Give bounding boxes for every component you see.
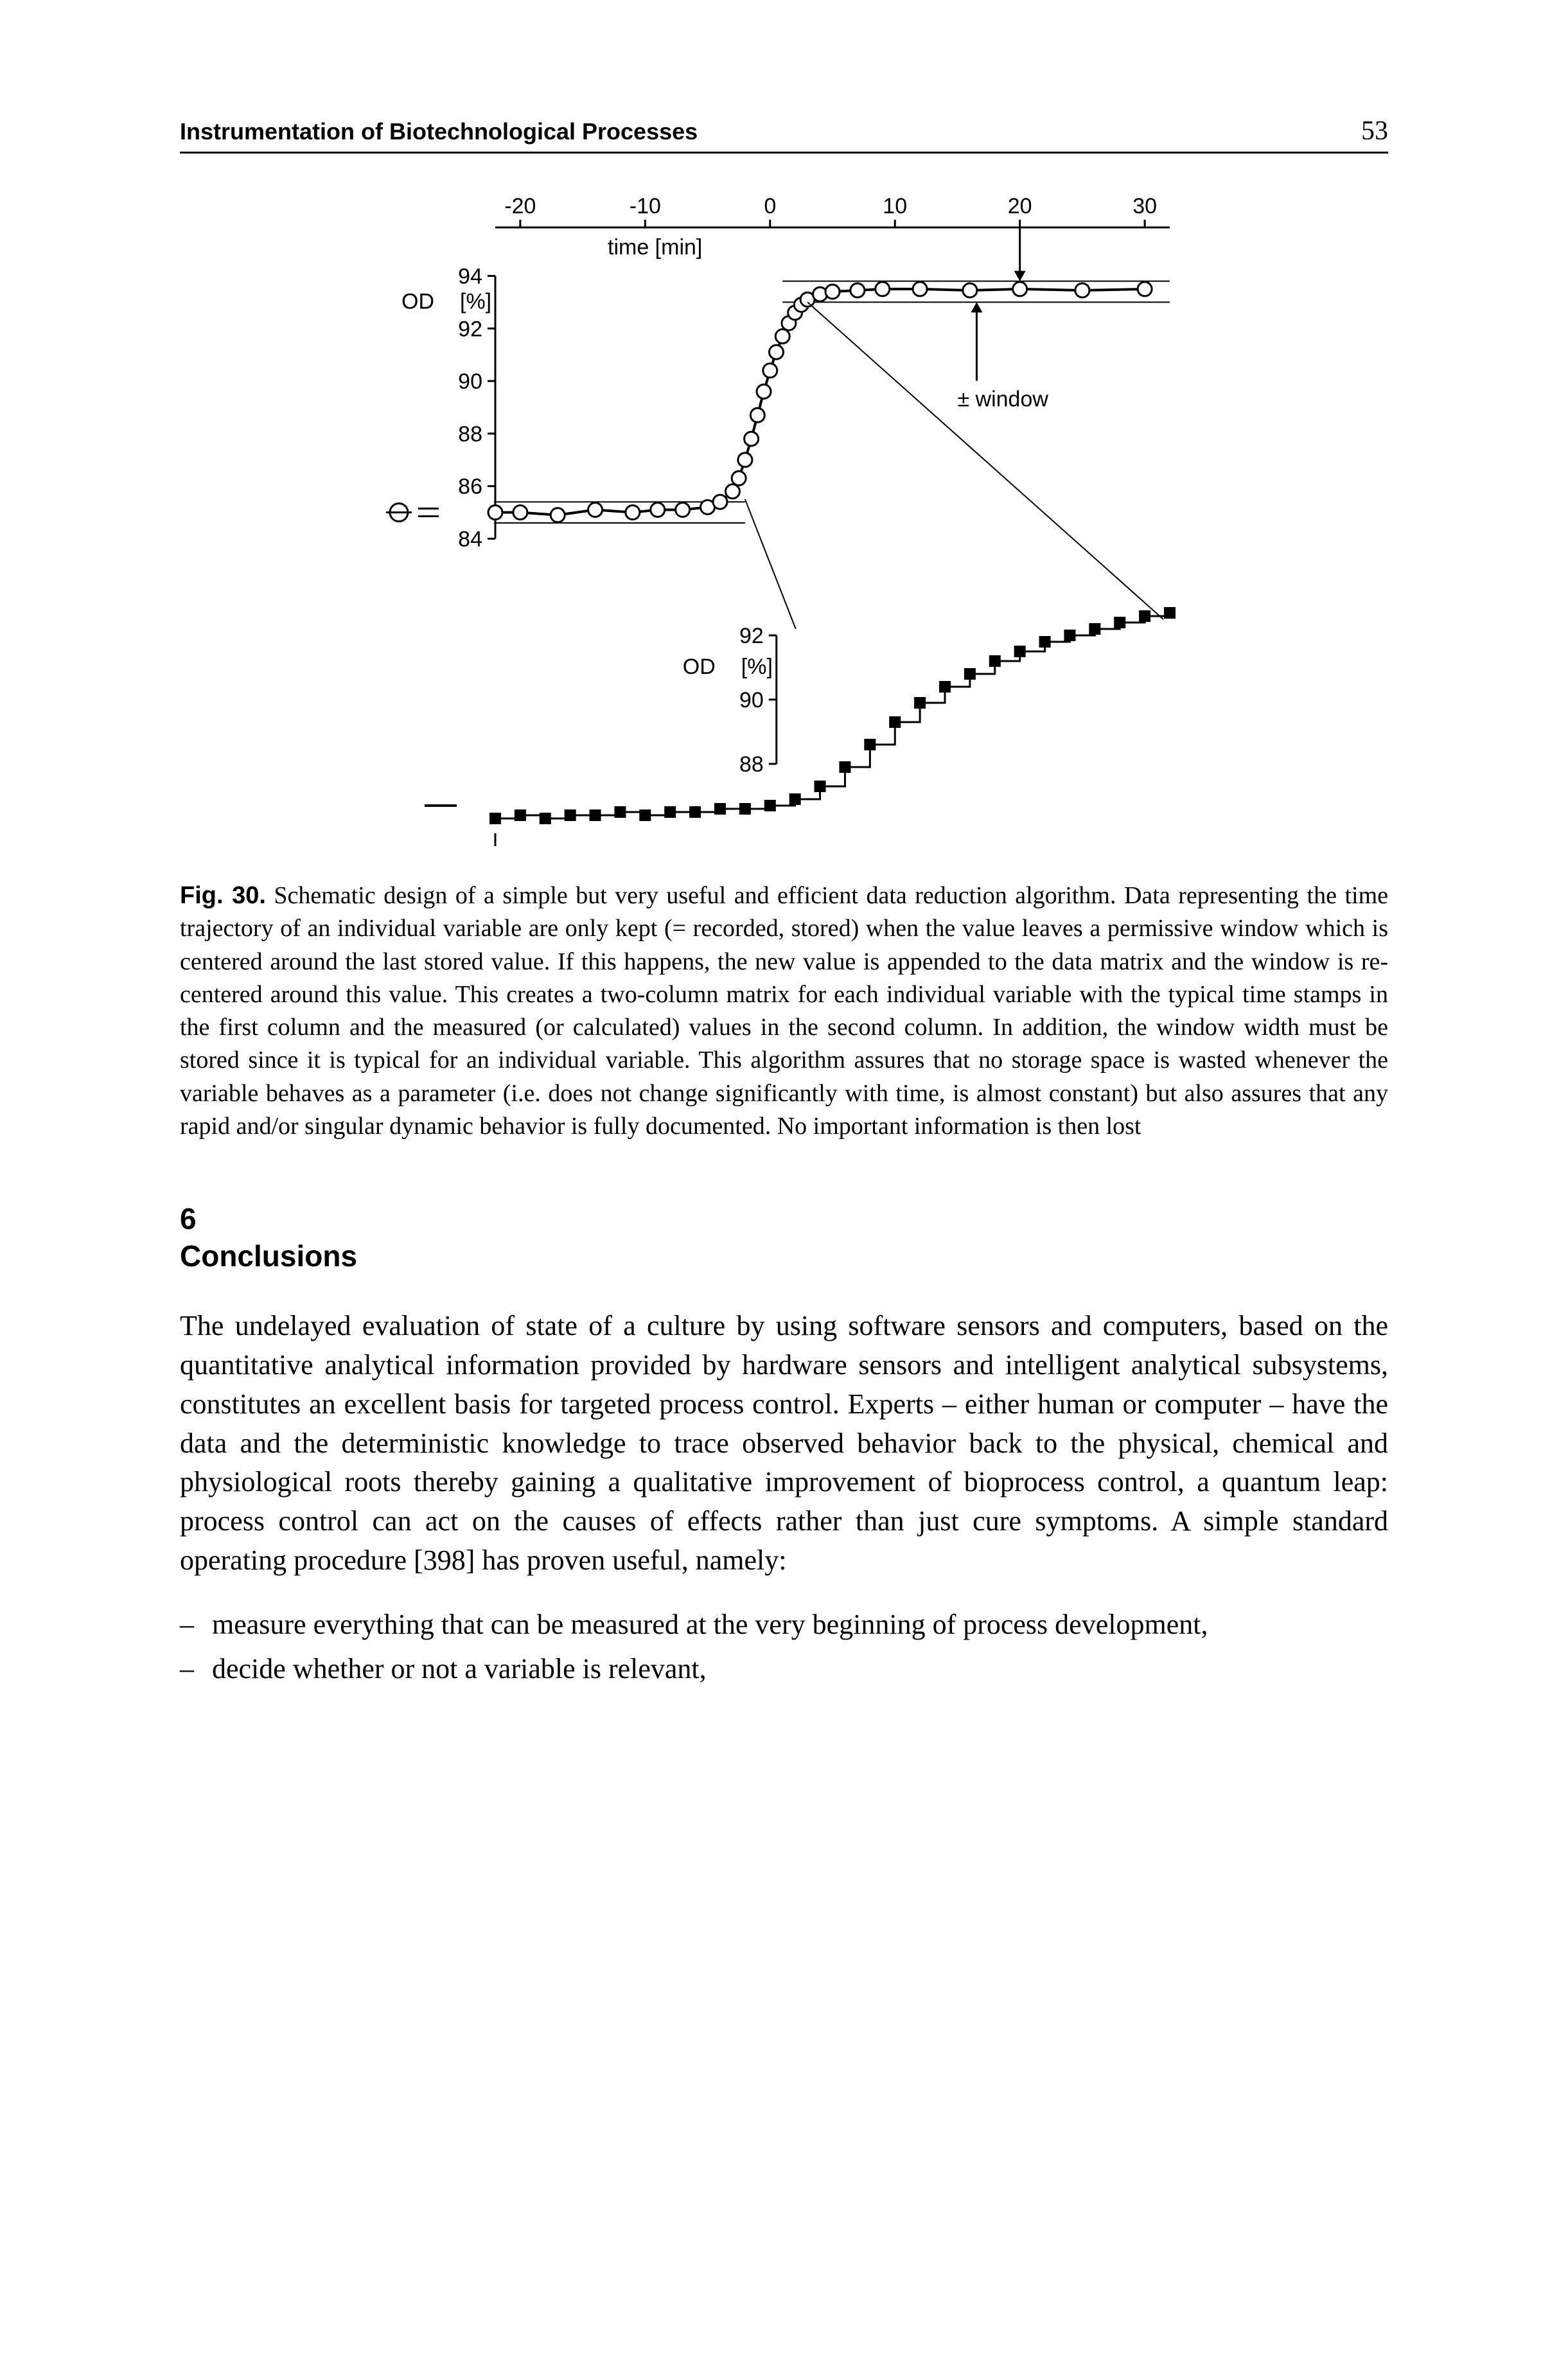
svg-text:88: 88 bbox=[458, 422, 482, 446]
bullet-dash-icon: – bbox=[180, 1605, 212, 1645]
svg-text:90: 90 bbox=[458, 369, 482, 394]
list-item: – measure everything that can be measure… bbox=[180, 1605, 1388, 1645]
svg-text:84: 84 bbox=[458, 527, 482, 552]
svg-text:20: 20 bbox=[1007, 194, 1032, 218]
svg-text:OD: OD bbox=[401, 289, 434, 314]
section-number: 6 bbox=[180, 1202, 197, 1235]
svg-text:[%]: [%] bbox=[460, 289, 491, 314]
svg-text:90: 90 bbox=[739, 688, 763, 712]
figure-30: -20 -10 0 10 20 30 time [min] 84 86 88 90 92 94 OD [%]… bbox=[180, 192, 1388, 854]
figure-30-svg: -20 -10 0 10 20 30 time [min] 84 86 88 90 92 94 OD [%]… bbox=[360, 192, 1208, 854]
svg-text:OD: OD bbox=[682, 655, 715, 679]
list-item: – decide whether or not a variable is re… bbox=[180, 1650, 1388, 1689]
sop-bullet-list: – measure everything that can be measure… bbox=[180, 1605, 1388, 1688]
section-title: Conclusions bbox=[180, 1239, 357, 1273]
figure-caption-text: Schematic design of a simple but very us… bbox=[180, 882, 1388, 1140]
svg-text:88: 88 bbox=[739, 752, 763, 777]
conclusions-paragraph: The undelayed evaluation of state of a c… bbox=[180, 1307, 1388, 1580]
svg-text:time [min]: time [min] bbox=[608, 235, 702, 260]
svg-text:0: 0 bbox=[764, 194, 776, 218]
figure-30-caption: Fig. 30. Schematic design of a simple bu… bbox=[180, 879, 1388, 1143]
page-number: 53 bbox=[1361, 116, 1388, 146]
figure-caption-label: Fig. 30. bbox=[180, 882, 266, 909]
svg-text:92: 92 bbox=[739, 624, 763, 648]
svg-text:[%]: [%] bbox=[741, 655, 772, 679]
bullet-dash-icon: – bbox=[180, 1650, 212, 1689]
svg-text:92: 92 bbox=[458, 317, 482, 341]
running-title: Instrumentation of Biotechnological Proc… bbox=[180, 118, 698, 145]
bullet-text: measure everything that can be measured … bbox=[212, 1605, 1388, 1645]
section-6-heading: 6 Conclusions bbox=[180, 1201, 1388, 1275]
running-header: Instrumentation of Biotechnological Proc… bbox=[180, 116, 1388, 154]
svg-text:94: 94 bbox=[458, 264, 482, 288]
svg-text:-20: -20 bbox=[504, 194, 536, 218]
svg-text:30: 30 bbox=[1132, 194, 1157, 218]
svg-text:-10: -10 bbox=[629, 194, 660, 218]
svg-text:10: 10 bbox=[883, 194, 907, 218]
bullet-text: decide whether or not a variable is rele… bbox=[212, 1650, 1388, 1689]
svg-text:86: 86 bbox=[458, 475, 482, 499]
svg-text:± window: ± window bbox=[957, 387, 1048, 412]
